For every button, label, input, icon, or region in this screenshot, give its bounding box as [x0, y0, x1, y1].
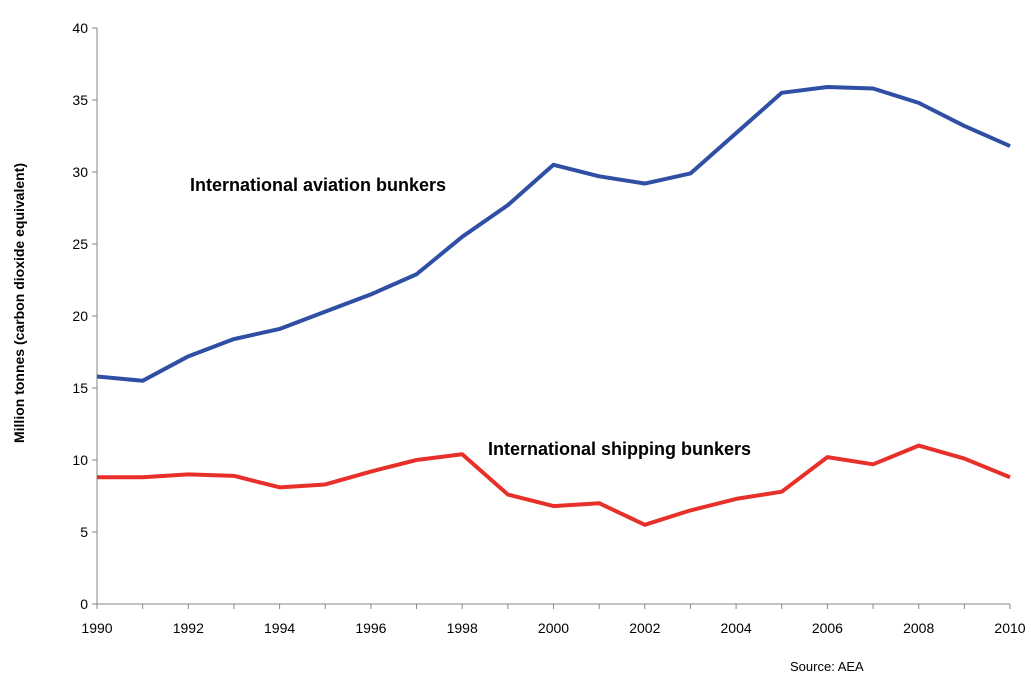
aviation-series-line — [96, 85, 1011, 383]
y-tick-label: 0 — [80, 596, 88, 612]
y-tick-label: 40 — [72, 20, 88, 36]
x-tick-label: 1998 — [447, 620, 478, 636]
aviation-series-annotation: International aviation bunkers — [190, 175, 446, 195]
x-axis: 1990 1992 1994 1996 1998 2000 2002 2004 2006 2008… — [81, 603, 1026, 636]
x-tick-label: 2002 — [629, 620, 660, 636]
x-tick-label: 2000 — [538, 620, 569, 636]
y-tick-label: 15 — [72, 380, 88, 396]
y-tick-label: 35 — [72, 92, 88, 108]
x-tick-label: 2008 — [903, 620, 934, 636]
y-tick-label: 30 — [72, 164, 88, 180]
y-axis-label: Million tonnes (carbon dioxide equivalen… — [11, 163, 27, 443]
y-tick-label: 20 — [72, 308, 88, 324]
source-note: Source: AEA — [790, 659, 864, 674]
x-tick-label: 2006 — [812, 620, 843, 636]
y-tick-label: 10 — [72, 452, 88, 468]
y-tick-label: 5 — [80, 524, 88, 540]
series-lines — [96, 85, 1011, 527]
x-tick-label: 1996 — [355, 620, 386, 636]
x-tick-label: 1992 — [173, 620, 204, 636]
x-tick-label: 1990 — [81, 620, 112, 636]
x-tick-label: 1994 — [264, 620, 295, 636]
x-tick-label: 2010 — [994, 620, 1025, 636]
shipping-series-line — [97, 443, 1011, 527]
y-tick-label: 25 — [72, 236, 88, 252]
x-tick-label: 2004 — [721, 620, 752, 636]
shipping-series-annotation: International shipping bunkers — [488, 439, 751, 459]
y-axis: 0 5 10 15 20 25 30 35 40 — [72, 20, 98, 612]
